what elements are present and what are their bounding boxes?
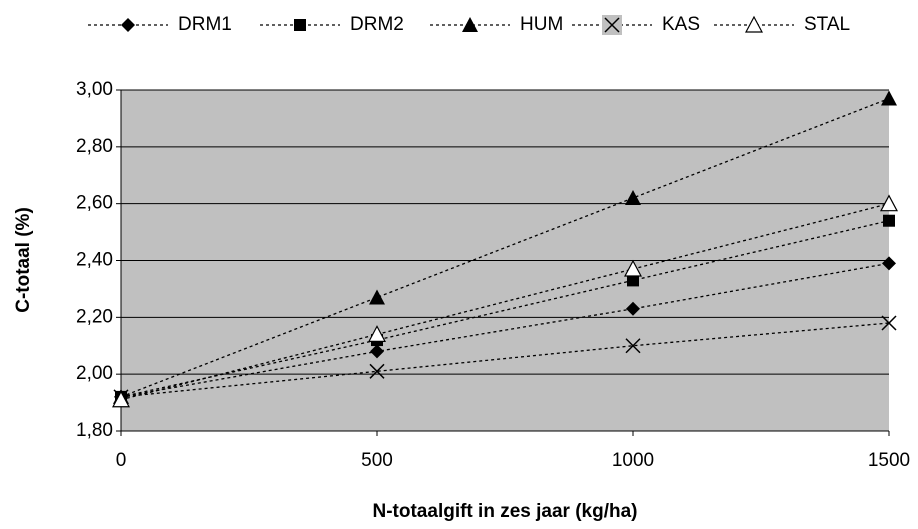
series-line <box>120 220 890 398</box>
legend-label: DRM2 <box>350 14 404 35</box>
y-axis-label: C-totaal (%) <box>13 207 34 313</box>
y-tick-label: 1,80 <box>76 420 113 441</box>
legend-label: HUM <box>520 14 563 35</box>
x-tick-label: 1500 <box>868 450 910 471</box>
x-tick-label: 0 <box>116 450 127 471</box>
marker <box>626 301 640 316</box>
marker <box>625 189 641 205</box>
legend-item: KAS <box>572 14 700 35</box>
marker <box>627 274 639 287</box>
x-tick-label: 1000 <box>612 450 654 471</box>
y-tick-label: 2,00 <box>76 363 113 384</box>
marker <box>881 315 897 331</box>
series-line <box>120 203 890 401</box>
legend-item: DRM1 <box>88 14 232 35</box>
marker <box>880 194 898 212</box>
x-tick-label: 500 <box>361 450 393 471</box>
marker <box>112 390 130 408</box>
legend-item: HUM <box>430 14 563 35</box>
legend-label: KAS <box>662 14 700 35</box>
marker <box>881 90 897 106</box>
x-axis-label: N-totaalgift in zes jaar (kg/ha) <box>373 501 638 522</box>
marker <box>370 344 384 359</box>
marker <box>745 15 763 33</box>
y-tick-label: 2,60 <box>76 193 113 214</box>
marker <box>369 363 385 379</box>
y-tick-label: 2,20 <box>76 306 113 327</box>
marker <box>625 338 641 354</box>
marker <box>882 256 896 271</box>
marker <box>604 17 620 33</box>
marker <box>294 19 306 31</box>
marker <box>369 289 385 305</box>
y-tick-label: 2,80 <box>76 136 113 157</box>
marker <box>624 259 642 277</box>
legend-label: STAL <box>804 14 850 35</box>
marker <box>462 17 478 32</box>
series-line <box>120 97 890 398</box>
series-line <box>120 262 890 398</box>
marker <box>121 18 135 32</box>
legend-item: STAL <box>714 14 850 35</box>
legend-item: DRM2 <box>260 14 404 35</box>
legend-label: DRM1 <box>178 14 232 35</box>
marker <box>883 214 895 227</box>
y-tick-label: 3,00 <box>76 79 113 100</box>
y-tick-label: 2,40 <box>76 250 113 271</box>
series-line <box>120 322 890 398</box>
marker <box>368 325 386 342</box>
